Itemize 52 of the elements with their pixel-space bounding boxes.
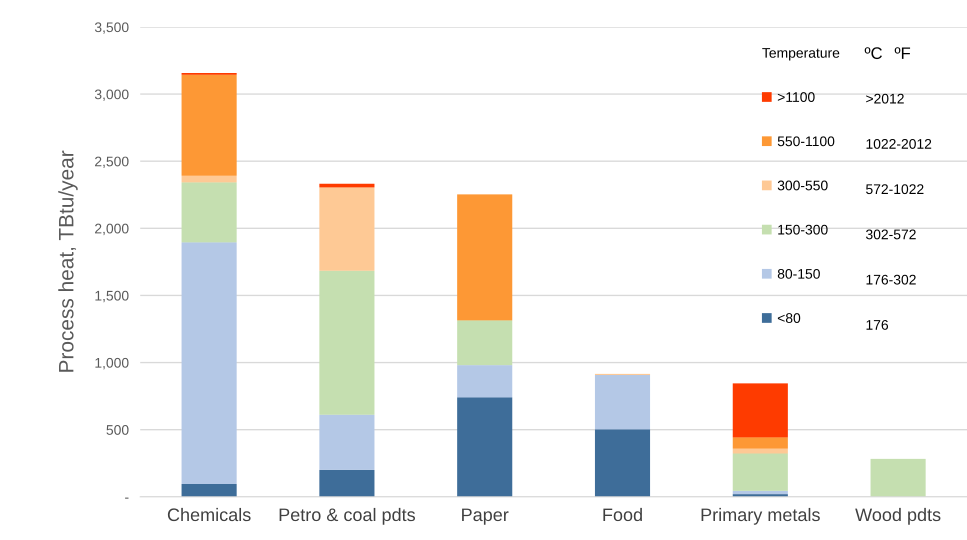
annotation: ºF — [894, 47, 910, 59]
annotation: 572-1022 — [866, 184, 924, 194]
y-tick-label: 3,500 — [94, 22, 129, 34]
x-tick-label: Food — [603, 508, 642, 522]
bar — [732, 453, 788, 491]
bar — [319, 184, 374, 188]
y-tick-label: - — [125, 498, 128, 499]
annotation: 302-572 — [866, 229, 916, 240]
bar — [182, 176, 237, 182]
y-tick-label: 3,000 — [94, 89, 129, 101]
legend-label: 80-150 — [778, 268, 820, 279]
bar — [870, 458, 926, 497]
bar — [319, 187, 374, 271]
legend-label: 150-300 — [778, 224, 828, 235]
x-tick-label: Petro & coal pdts — [280, 508, 416, 525]
bar — [182, 182, 237, 242]
annotation: 1022-2012 — [866, 138, 932, 149]
bar — [732, 383, 788, 438]
bar — [182, 484, 237, 497]
x-tick-label: Primary metals — [702, 508, 820, 525]
x-tick-label: Paper — [462, 508, 508, 525]
bar — [319, 414, 374, 470]
bar — [319, 470, 374, 497]
x-tick-label: Wood pdts — [855, 508, 940, 525]
y-axis-title: Process heat, TBtu/year — [58, 150, 78, 372]
legend-title: Temperature — [762, 48, 840, 61]
y-tick-label: 2,000 — [95, 224, 129, 236]
legend-label: <80 — [778, 313, 800, 323]
bar — [732, 437, 788, 448]
y-tick-label: 1,000 — [95, 358, 129, 370]
bar — [457, 397, 512, 497]
bar — [182, 242, 237, 484]
bar — [732, 490, 788, 494]
x-tick-label: Chemicals — [168, 508, 251, 522]
annotation: 176 — [866, 320, 888, 330]
bar — [457, 194, 512, 320]
bar — [457, 320, 512, 366]
legend-label: >1100 — [778, 92, 815, 102]
annotation: >2012 — [866, 94, 904, 104]
annotation: ºC — [864, 47, 882, 60]
y-tick-label: 500 — [106, 425, 129, 435]
y-tick-label: 1,500 — [95, 290, 129, 302]
bar — [594, 429, 650, 497]
y-tick-label: 2,500 — [95, 156, 129, 168]
bar — [182, 74, 237, 176]
bar — [732, 448, 788, 454]
legend-label: 550-1100 — [778, 136, 834, 146]
bar — [457, 365, 512, 398]
bar — [319, 270, 374, 415]
bar — [594, 375, 650, 430]
legend-label: 300-550 — [778, 180, 828, 190]
annotation: 176-302 — [866, 274, 916, 285]
